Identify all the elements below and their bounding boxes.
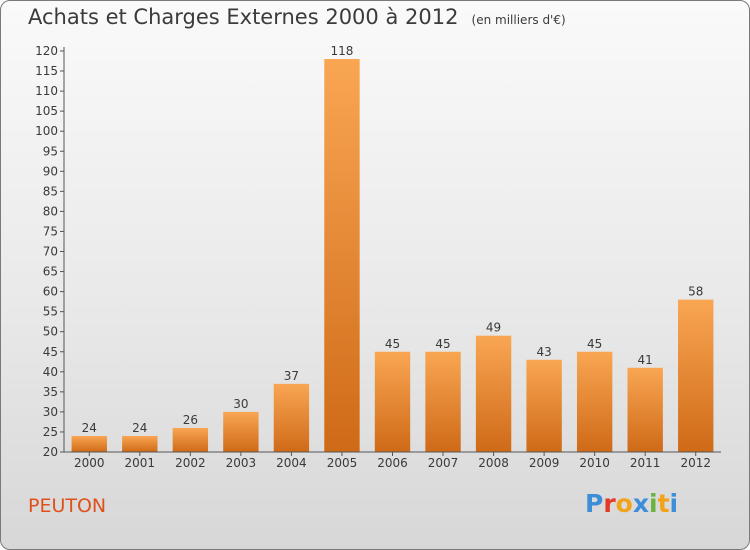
y-tick-label: 120 bbox=[35, 44, 58, 58]
x-tick-label-2003: 2003 bbox=[226, 456, 257, 470]
y-tick-label: 95 bbox=[43, 144, 58, 158]
chart-title: Achats et Charges Externes 2000 à 2012 bbox=[28, 5, 459, 29]
bar-2008 bbox=[475, 335, 512, 452]
x-tick-label-2006: 2006 bbox=[377, 456, 408, 470]
data-label-2000: 24 bbox=[82, 421, 97, 435]
y-tick-label: 75 bbox=[43, 224, 58, 238]
y-tick-label: 85 bbox=[43, 184, 58, 198]
y-tick-label: 90 bbox=[43, 164, 58, 178]
y-tick-label: 65 bbox=[43, 265, 58, 279]
y-tick-label: 50 bbox=[43, 325, 58, 339]
data-label-2005: 118 bbox=[331, 44, 354, 58]
bar-2003 bbox=[223, 411, 259, 452]
data-label-2008: 49 bbox=[486, 321, 501, 335]
data-label-2007: 45 bbox=[435, 337, 450, 351]
data-label-2010: 45 bbox=[587, 337, 602, 351]
x-tick-label-2002: 2002 bbox=[175, 456, 206, 470]
place-name: PEUTON bbox=[28, 495, 107, 517]
bar-2007 bbox=[425, 351, 461, 452]
x-tick-label-2008: 2008 bbox=[478, 456, 509, 470]
x-tick-label-2001: 2001 bbox=[125, 456, 156, 470]
x-tick-label-2000: 2000 bbox=[74, 456, 105, 470]
x-tick-label-2005: 2005 bbox=[327, 456, 358, 470]
proxiti-logo[interactable]: Proxiti bbox=[585, 489, 678, 518]
y-tick-label: 100 bbox=[35, 124, 58, 138]
logo-letter: x bbox=[632, 489, 649, 518]
y-tick-label: 55 bbox=[43, 305, 58, 319]
chart-subtitle: (en milliers d'€) bbox=[471, 13, 566, 27]
y-tick-label: 35 bbox=[43, 385, 58, 399]
x-tick-label-2012: 2012 bbox=[680, 456, 711, 470]
logo-letter: i bbox=[669, 489, 679, 518]
y-tick-label: 20 bbox=[43, 445, 58, 459]
y-tick-label: 115 bbox=[35, 64, 58, 78]
data-label-2004: 37 bbox=[284, 369, 299, 383]
x-tick-label-2010: 2010 bbox=[579, 456, 610, 470]
y-tick-label: 70 bbox=[43, 245, 58, 259]
y-tick-label: 60 bbox=[43, 285, 58, 299]
bar-2005 bbox=[324, 59, 360, 453]
data-label-2009: 43 bbox=[536, 345, 551, 359]
y-tick-label: 110 bbox=[35, 84, 58, 98]
y-tick-label: 105 bbox=[35, 104, 58, 118]
x-tick-label-2011: 2011 bbox=[630, 456, 661, 470]
bar-2004 bbox=[273, 383, 310, 452]
data-label-2001: 24 bbox=[132, 421, 147, 435]
x-tick-label-2009: 2009 bbox=[529, 456, 560, 470]
bar-2002 bbox=[172, 427, 209, 452]
bar-2012 bbox=[678, 299, 714, 452]
bar-2011 bbox=[627, 367, 663, 452]
bar-2009 bbox=[526, 359, 562, 452]
y-axis: 20 25 30 35 40 45 50 55 60 65 70 75 80 85 90 95 100 105 11… bbox=[35, 44, 65, 459]
bars: 24 24 26 30 37 118 45 45 49 43 45 41 58 bbox=[71, 44, 714, 453]
bar-2006 bbox=[374, 351, 411, 452]
x-tick-label-2004: 2004 bbox=[276, 456, 307, 470]
y-tick-label: 25 bbox=[43, 425, 58, 439]
logo-letter: P bbox=[585, 489, 604, 518]
data-label-2011: 41 bbox=[638, 353, 653, 367]
bar-2010 bbox=[576, 351, 613, 452]
chart-title-group: Achats et Charges Externes 2000 à 2012 (… bbox=[28, 5, 566, 29]
logo-letter: o bbox=[615, 489, 633, 518]
logo-letter: t bbox=[657, 489, 670, 518]
data-label-2002: 26 bbox=[183, 413, 198, 427]
bar-2001 bbox=[122, 435, 158, 452]
logo-letter: i bbox=[649, 489, 658, 518]
bar-2000 bbox=[71, 435, 107, 452]
x-tick-label-2007: 2007 bbox=[428, 456, 459, 470]
y-tick-label: 80 bbox=[43, 204, 58, 218]
data-label-2006: 45 bbox=[385, 337, 400, 351]
data-label-2003: 30 bbox=[233, 397, 248, 411]
x-axis: 2000 2001 2002 2003 2004 2005 2006 2007 2008 2009… bbox=[64, 451, 721, 470]
y-tick-label: 40 bbox=[43, 365, 58, 379]
y-tick-label: 45 bbox=[43, 345, 58, 359]
logo-letter: r bbox=[603, 489, 616, 518]
data-label-2012: 58 bbox=[688, 285, 703, 299]
y-tick-label: 30 bbox=[43, 405, 58, 419]
